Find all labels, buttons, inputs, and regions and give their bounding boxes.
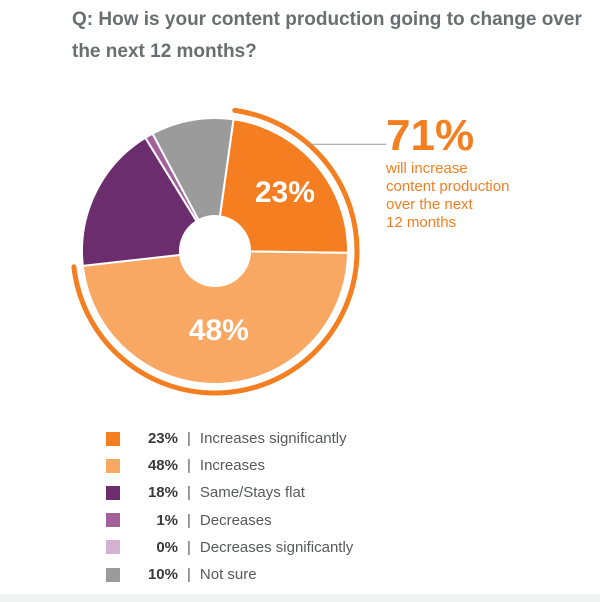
legend-label: Same/Stays flat xyxy=(199,484,305,502)
legend-percent: 1% xyxy=(156,511,178,529)
slice-labels: 23% 48% xyxy=(189,176,315,347)
legend-item-same-stays-flat: 18% | Same/Stays flat xyxy=(106,479,353,506)
slice-label-increases-significantly: 23% xyxy=(255,176,315,209)
legend-item-decreases: 1% | Decreases xyxy=(106,507,353,534)
legend-swatch xyxy=(106,431,120,446)
legend-label: Increases xyxy=(199,457,265,475)
chart-title: Q: How is your content production going … xyxy=(72,9,582,62)
callout-line: 12 months xyxy=(386,214,456,231)
legend-label: Decreases significantly xyxy=(199,538,354,556)
donut-slices xyxy=(81,117,350,385)
legend-separator: | xyxy=(187,566,191,584)
legend-label: Increases significantly xyxy=(199,430,347,448)
callout-line: content production xyxy=(386,178,509,195)
legend-separator: | xyxy=(187,430,191,448)
legend-label: Not sure xyxy=(199,566,257,584)
legend-separator: | xyxy=(187,484,191,502)
slice-increases-significantly xyxy=(218,118,349,254)
callout-line: will increase xyxy=(385,160,468,177)
legend-swatch xyxy=(106,540,120,555)
legend-swatch xyxy=(106,567,120,582)
slice-not-sure xyxy=(151,117,235,222)
callout-line: over the next xyxy=(386,196,474,213)
callout-value: 71% xyxy=(386,111,474,160)
legend-swatch xyxy=(106,513,120,528)
legend-item-not-sure: 10% | Not sure xyxy=(106,561,353,588)
legend-swatch xyxy=(106,485,120,500)
legend-percent: 10% xyxy=(147,566,178,584)
legend-swatch xyxy=(106,458,120,473)
legend-percent: 18% xyxy=(147,484,178,502)
legend-item-increases: 48% | Increases xyxy=(106,452,353,479)
legend-separator: | xyxy=(187,511,191,529)
footer-strip xyxy=(0,594,600,602)
legend-percent: 0% xyxy=(156,538,178,556)
slice-increases xyxy=(81,250,350,385)
legend-item-increases-significantly: 23% | Increases significantly xyxy=(106,425,353,452)
legend-percent: 23% xyxy=(147,430,178,448)
legend-percent: 48% xyxy=(147,457,178,475)
highlight-arc xyxy=(71,107,360,396)
legend-separator: | xyxy=(187,457,191,475)
slice-same-stays-flat xyxy=(81,136,199,267)
legend-separator: | xyxy=(187,538,191,556)
legend: 23% | Increases significantly 48% | Increases… xyxy=(106,425,353,588)
slice-label-increases: 48% xyxy=(189,314,249,347)
legend-label: Decreases xyxy=(199,511,272,529)
legend-item-decreases-significantly: 0% | Decreases significantly xyxy=(106,534,353,561)
